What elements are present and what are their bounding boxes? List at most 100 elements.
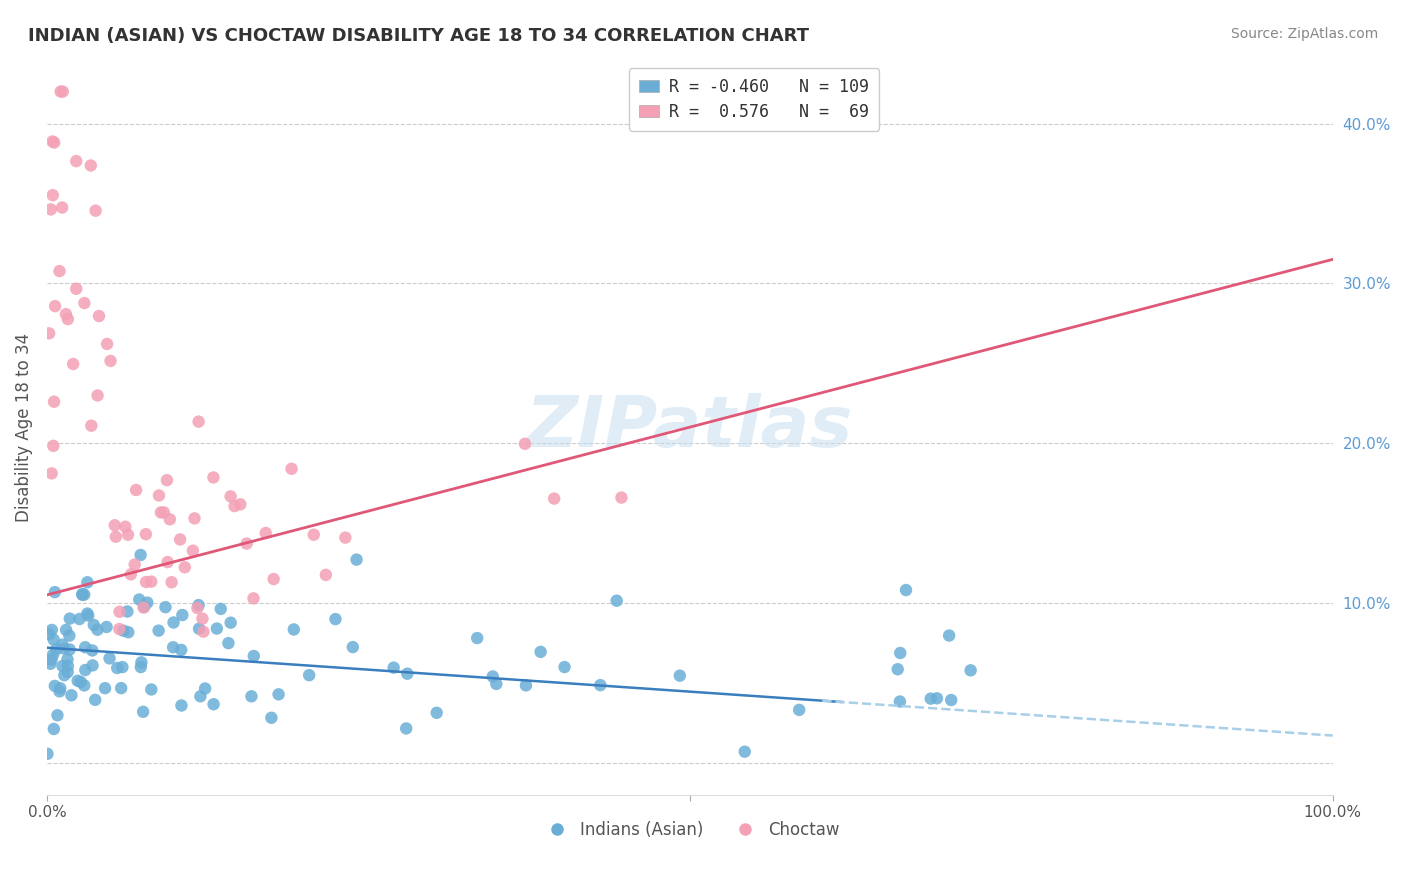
- Point: [135, 527, 157, 541]
- Point: [117, 605, 139, 619]
- Point: [51, 659, 73, 673]
- Point: [183, 511, 205, 525]
- Point: [65, 154, 87, 169]
- Point: [925, 691, 948, 706]
- Point: [202, 470, 225, 484]
- Point: [48, 264, 70, 278]
- Point: [395, 722, 418, 736]
- Point: [298, 668, 321, 682]
- Point: [894, 582, 917, 597]
- Point: [87, 309, 110, 323]
- Point: [73, 678, 96, 692]
- Point: [173, 560, 195, 574]
- Point: [156, 473, 179, 487]
- Point: [73, 588, 96, 602]
- Point: [172, 607, 194, 622]
- Point: [42, 188, 65, 202]
- Point: [46, 708, 69, 723]
- Point: [53, 641, 76, 656]
- Point: [217, 636, 239, 650]
- Point: [72, 588, 94, 602]
- Point: [53, 668, 76, 682]
- Point: [543, 491, 565, 506]
- Point: [75, 663, 97, 677]
- Point: [132, 600, 155, 615]
- Point: [209, 602, 232, 616]
- Point: [39, 202, 62, 217]
- Point: [44, 679, 66, 693]
- Point: [73, 296, 96, 310]
- Point: [37, 747, 59, 761]
- Point: [170, 643, 193, 657]
- Point: [96, 620, 118, 634]
- Point: [48, 684, 70, 698]
- Point: [148, 488, 170, 502]
- Point: [606, 593, 628, 607]
- Point: [58, 629, 80, 643]
- Point: [38, 326, 60, 341]
- Point: [554, 660, 576, 674]
- Point: [465, 631, 488, 645]
- Point: [243, 648, 266, 663]
- Point: [84, 693, 107, 707]
- Point: [104, 518, 127, 533]
- Point: [108, 605, 131, 619]
- Point: [156, 555, 179, 569]
- Point: [886, 662, 908, 676]
- Point: [162, 615, 184, 630]
- Point: [76, 607, 98, 621]
- Point: [41, 652, 63, 666]
- Point: [44, 299, 66, 313]
- Point: [111, 660, 134, 674]
- Point: [141, 682, 163, 697]
- Point: [44, 585, 66, 599]
- Legend: Indians (Asian), Choctaw: Indians (Asian), Choctaw: [533, 814, 846, 846]
- Point: [104, 530, 127, 544]
- Point: [42, 632, 65, 647]
- Point: [80, 159, 103, 173]
- Point: [120, 567, 142, 582]
- Point: [86, 623, 108, 637]
- Point: [153, 505, 176, 519]
- Point: [134, 599, 156, 614]
- Point: [108, 622, 131, 636]
- Point: [170, 698, 193, 713]
- Point: [96, 337, 118, 351]
- Point: [49, 85, 72, 99]
- Point: [194, 681, 217, 696]
- Point: [481, 669, 503, 683]
- Point: [787, 703, 810, 717]
- Point: [49, 681, 72, 696]
- Point: [485, 677, 508, 691]
- Point: [65, 282, 87, 296]
- Point: [589, 678, 612, 692]
- Point: [38, 627, 60, 641]
- Point: [188, 622, 211, 636]
- Point: [39, 657, 62, 671]
- Point: [110, 681, 132, 695]
- Point: [325, 612, 347, 626]
- Point: [80, 418, 103, 433]
- Point: [42, 722, 65, 736]
- Point: [41, 135, 63, 149]
- Point: [82, 658, 104, 673]
- Point: [94, 681, 117, 696]
- Point: [190, 690, 212, 704]
- Point: [515, 678, 537, 692]
- Point: [235, 536, 257, 550]
- Point: [240, 690, 263, 704]
- Point: [191, 612, 214, 626]
- Point: [125, 483, 148, 497]
- Point: [82, 643, 104, 657]
- Point: [98, 651, 121, 665]
- Point: [342, 640, 364, 654]
- Point: [117, 528, 139, 542]
- Point: [382, 660, 405, 674]
- Point: [112, 624, 135, 638]
- Point: [219, 489, 242, 503]
- Point: [131, 656, 153, 670]
- Point: [76, 575, 98, 590]
- Point: [41, 623, 63, 637]
- Point: [202, 698, 225, 712]
- Point: [335, 531, 357, 545]
